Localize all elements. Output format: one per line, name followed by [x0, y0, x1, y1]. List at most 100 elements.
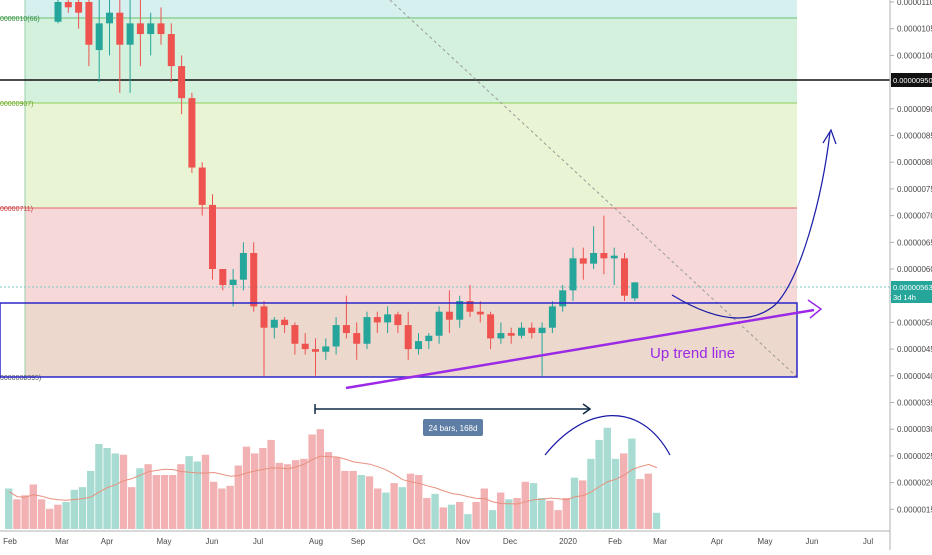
volume-bar [70, 489, 78, 529]
month-label: Jun [206, 537, 219, 546]
measure-arrowhead [582, 403, 592, 415]
candle-body [136, 23, 144, 35]
volume-bar [382, 492, 390, 529]
volume-bar [480, 488, 488, 529]
volume-bar [29, 484, 37, 529]
price-tick-label: 0.00000400 [897, 372, 932, 381]
volume-bar [218, 488, 226, 529]
candle-body [394, 314, 402, 326]
volume-bar [37, 499, 46, 529]
volume-ma-line [8, 455, 658, 505]
candle-body [322, 346, 330, 352]
volume-bar [357, 475, 365, 529]
month-label: Feb [3, 537, 17, 546]
volume-bar [431, 493, 439, 529]
candle-body [312, 349, 319, 352]
volume-bar [603, 427, 611, 529]
volume-bar [95, 443, 103, 529]
volume-bar [513, 497, 521, 529]
candle-body [116, 12, 124, 45]
projection-arrowhead [822, 128, 837, 145]
candle-body [559, 290, 567, 307]
fib-label-3: 00000711) [0, 206, 33, 213]
month-label: Jun [806, 537, 819, 546]
volume-bar [308, 434, 316, 529]
volume-bar [267, 439, 275, 529]
candle-body [579, 258, 587, 264]
volume-bar [78, 487, 87, 529]
candle-body [106, 12, 113, 24]
candle-body [75, 2, 83, 13]
volume-bar [497, 492, 505, 529]
up-trend-line[interactable] [345, 308, 815, 390]
month-label: Mar [653, 537, 667, 546]
candle-body [260, 306, 268, 328]
volume-bars [5, 427, 661, 529]
candle-body [590, 252, 598, 264]
month-label: 2020 [559, 537, 577, 546]
descending-trendline[interactable] [389, 0, 798, 378]
month-label: Feb [608, 537, 622, 546]
volume-bar [423, 497, 431, 529]
volume-bar [201, 454, 210, 529]
price-tick-label: 0.00000900 [897, 105, 932, 114]
volume-bar [464, 514, 472, 529]
volume-bar [292, 460, 300, 529]
candle-body [415, 341, 422, 350]
volume-bar [226, 485, 234, 529]
price-tick-label: 0.00000150 [897, 505, 932, 514]
candle-body [548, 306, 556, 328]
volume-bar [570, 477, 579, 529]
volume-bar [349, 470, 357, 529]
month-label: Mar [55, 537, 69, 546]
candle-body [64, 2, 72, 8]
candle-body [435, 311, 443, 336]
candle-body [126, 23, 134, 45]
current-price-text: 0.00000563 [893, 283, 932, 292]
price-tick-label: 0.00000200 [897, 479, 932, 488]
candle-body [487, 314, 495, 339]
fib-zone-top [25, 0, 797, 18]
volume-bar [54, 504, 62, 529]
candle-body [569, 258, 577, 291]
candle-body [219, 269, 227, 286]
time-axis[interactable]: Feb Mar Apr May Jun Jul Aug Sep Oct Nov Dec 2020 Feb… [3, 537, 873, 546]
month-label: Oct [413, 537, 426, 546]
volume-bar [636, 479, 644, 529]
candle-body [404, 325, 412, 350]
measure-label: 24 bars, 168d [429, 424, 478, 433]
candle-body [538, 327, 546, 334]
volume-bar [242, 446, 251, 529]
volume-bar [611, 458, 620, 529]
candle-body [497, 333, 505, 339]
volume-bar [488, 510, 497, 529]
volume-bar [472, 502, 480, 529]
volume-bar [144, 464, 152, 529]
candle-body [178, 66, 186, 99]
volume-bar [456, 502, 464, 529]
month-label: Dec [503, 537, 517, 546]
fib-zone-lime [25, 103, 797, 208]
price-tick-label: 0.00000600 [897, 265, 932, 274]
volume-bar [374, 488, 382, 529]
fib-zone-red [25, 208, 797, 303]
volume-bar [13, 499, 21, 529]
candle-body [270, 319, 278, 328]
projection-curve[interactable] [671, 131, 831, 319]
candle-body [229, 279, 237, 286]
candle-body [384, 314, 392, 323]
volume-arc [544, 415, 671, 456]
volume-bar [62, 502, 70, 529]
price-tick-label: 0.00000650 [897, 238, 932, 247]
volume-bar [341, 470, 349, 529]
volume-bar [316, 429, 324, 529]
volume-bar [579, 480, 587, 529]
month-label: Nov [456, 537, 470, 546]
month-label: Sep [351, 537, 366, 546]
volume-bar [103, 448, 111, 529]
volume-bar [587, 458, 595, 529]
range-box[interactable] [0, 302, 798, 378]
volume-bar [620, 453, 628, 529]
volume-bar [529, 483, 538, 529]
